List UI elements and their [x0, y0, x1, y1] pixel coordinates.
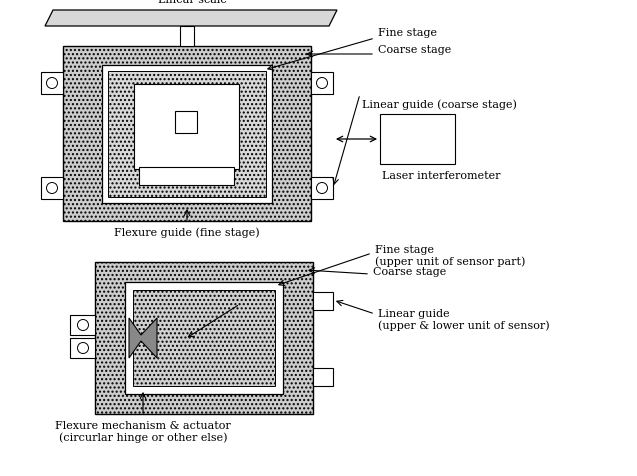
Text: Flexure mechanism & actuator
(circurlar hinge or other else): Flexure mechanism & actuator (circurlar … [55, 420, 231, 442]
Text: Fine stage: Fine stage [378, 28, 437, 38]
Text: Linear guide
(upper & lower unit of sensor): Linear guide (upper & lower unit of sens… [378, 308, 550, 330]
Bar [95, 262, 313, 414]
Bar [380, 115, 455, 165]
Bar [180, 27, 194, 47]
Circle shape [78, 320, 89, 331]
Circle shape [47, 79, 57, 89]
Bar [311, 178, 333, 199]
Circle shape [78, 343, 89, 354]
Text: Laser interferometer: Laser interferometer [382, 170, 501, 180]
Text: Coarse stage: Coarse stage [378, 45, 451, 55]
Bar [70, 338, 95, 358]
Polygon shape [45, 11, 337, 27]
Text: Linear scale: Linear scale [157, 0, 226, 5]
Bar [108, 72, 266, 198]
Bar [133, 290, 275, 386]
Circle shape [47, 183, 57, 194]
Bar [134, 85, 239, 169]
Polygon shape [129, 318, 157, 358]
Circle shape [317, 183, 327, 194]
Bar [41, 73, 63, 95]
Bar [70, 315, 95, 335]
Bar [175, 112, 197, 134]
Bar [125, 282, 283, 394]
Text: Fine stage
(upper unit of sensor part): Fine stage (upper unit of sensor part) [375, 245, 526, 267]
Bar [102, 66, 272, 204]
Bar [139, 168, 234, 186]
Text: Linear guide (coarse stage): Linear guide (coarse stage) [362, 99, 517, 109]
Bar [311, 73, 333, 95]
Bar [313, 368, 333, 386]
Text: Coarse stage: Coarse stage [373, 267, 447, 277]
Circle shape [317, 79, 327, 89]
Bar [63, 47, 311, 221]
Text: Flexure guide (fine stage): Flexure guide (fine stage) [114, 227, 260, 237]
Bar [313, 292, 333, 310]
Bar [41, 178, 63, 199]
